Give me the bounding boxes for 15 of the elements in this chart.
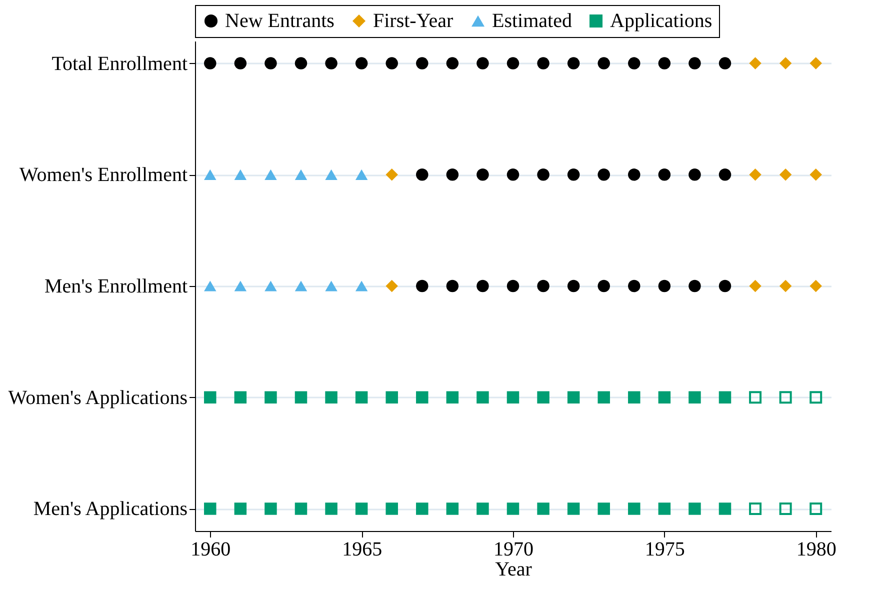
legend-label: New Entrants	[225, 10, 335, 32]
x-tick-label: 1970	[494, 538, 534, 560]
x-axis-title: Year	[495, 558, 532, 580]
x-tick-label: 1960	[190, 538, 231, 560]
legend-label: First-Year	[373, 10, 454, 32]
legend-label: Applications	[610, 10, 712, 32]
y-tick-label: Total Enrollment	[52, 52, 188, 75]
x-tick-label: 1975	[644, 538, 685, 560]
x-tick-label: 1980	[796, 538, 836, 560]
y-tick-label: Men's Applications	[33, 498, 188, 520]
x-tick-label: 1965	[342, 538, 382, 560]
y-tick-label: Women's Applications	[8, 386, 188, 409]
y-tick-label: Women's Enrollment	[19, 164, 188, 186]
y-tick-label: Men's Enrollment	[44, 276, 188, 298]
legend-label: Estimated	[492, 10, 572, 32]
